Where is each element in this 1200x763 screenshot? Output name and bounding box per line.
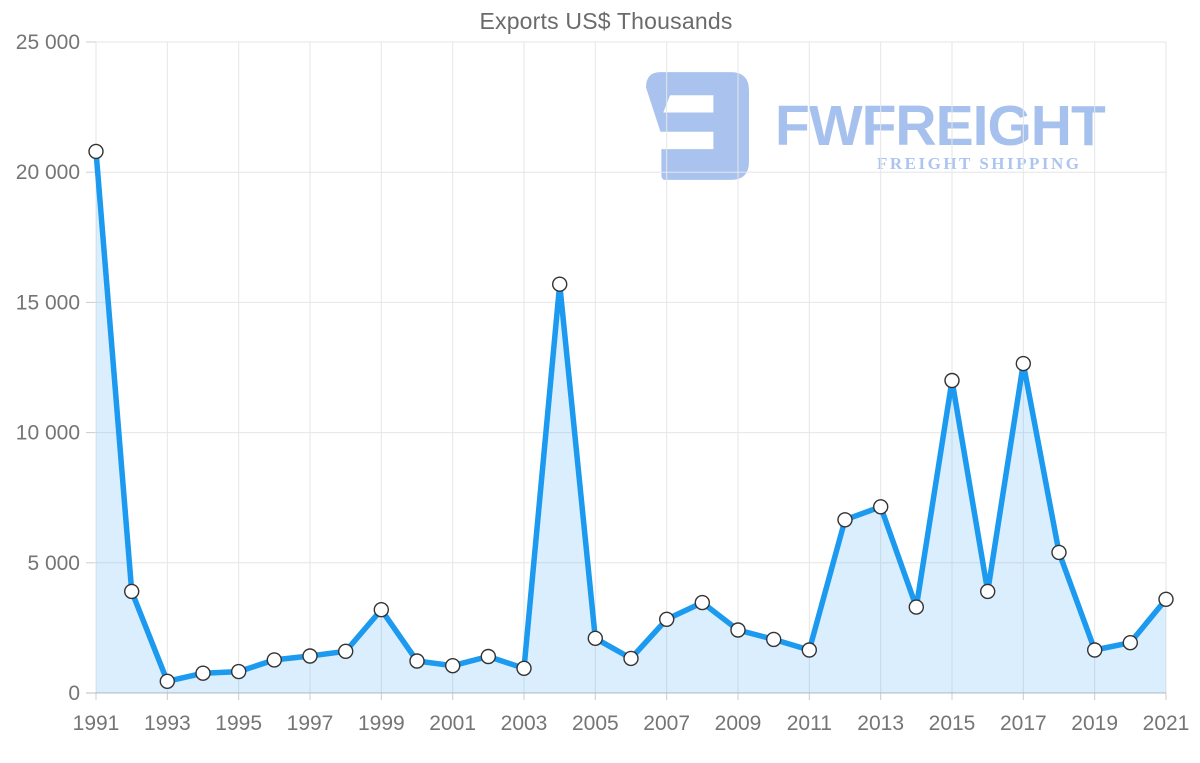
data-point-1998[interactable] [338, 643, 354, 659]
x-axis-label: 2007 [643, 712, 690, 735]
data-point-2002[interactable] [480, 648, 496, 665]
x-axis-label: 2005 [572, 712, 619, 735]
x-axis-label: 2015 [929, 712, 976, 735]
x-axis-label: 1999 [358, 712, 405, 735]
x-axis-label: 2009 [715, 712, 762, 735]
chart-title: Exports US$ Thousands [479, 8, 733, 34]
y-axis-label: 20 000 [16, 161, 80, 184]
data-point-2003[interactable] [516, 660, 532, 676]
data-point-1996[interactable] [266, 652, 282, 668]
x-axis-label: 2001 [429, 712, 476, 735]
data-point-2007[interactable] [659, 611, 675, 627]
x-axis-label: 1997 [287, 712, 334, 735]
data-point-2016[interactable] [980, 583, 996, 600]
data-point-2021[interactable] [1158, 591, 1174, 607]
data-point-1995[interactable] [230, 663, 247, 680]
data-point-2010[interactable] [766, 631, 782, 648]
y-axis-label: 15 000 [16, 291, 80, 314]
data-point-1994[interactable] [195, 665, 211, 681]
x-axis-label: 2021 [1143, 712, 1190, 735]
data-point-2018[interactable] [1051, 544, 1067, 561]
x-axis-label: 2003 [501, 712, 548, 735]
x-axis-label: 1991 [73, 712, 120, 735]
data-point-2020[interactable] [1122, 635, 1139, 651]
y-axis-label: 10 000 [16, 422, 80, 445]
data-point-2014[interactable] [908, 599, 924, 615]
data-point-1993[interactable] [159, 673, 176, 689]
series-area-fill [96, 151, 1166, 693]
data-point-2017[interactable] [1015, 355, 1031, 372]
y-axis-label: 25 000 [16, 31, 80, 54]
data-point-2005[interactable] [587, 630, 603, 646]
data-point-2006[interactable] [623, 650, 639, 667]
data-point-2013[interactable] [873, 499, 889, 515]
data-point-1997[interactable] [302, 648, 318, 664]
data-point-2009[interactable] [730, 622, 746, 638]
y-axis-label: 5 000 [27, 552, 80, 575]
data-point-1999[interactable] [373, 602, 389, 618]
data-point-2019[interactable] [1086, 642, 1103, 658]
data-point-2015[interactable] [944, 372, 960, 389]
data-point-1991[interactable] [88, 143, 104, 160]
data-point-2011[interactable] [801, 642, 817, 658]
x-axis-label: 1995 [215, 712, 262, 735]
data-point-2000[interactable] [409, 653, 425, 669]
x-axis-label: 1993 [144, 712, 191, 735]
data-point-2008[interactable] [694, 594, 710, 611]
y-axis-label: 0 [68, 682, 80, 705]
data-point-2012[interactable] [837, 512, 853, 528]
x-axis-label: 2013 [857, 712, 904, 735]
data-point-2004[interactable] [552, 276, 568, 292]
x-axis-label: 2011 [787, 712, 832, 735]
x-axis-label: 2017 [1000, 712, 1047, 735]
data-point-2001[interactable] [445, 658, 461, 674]
data-point-1992[interactable] [123, 583, 140, 600]
x-axis-label: 2019 [1071, 712, 1118, 735]
